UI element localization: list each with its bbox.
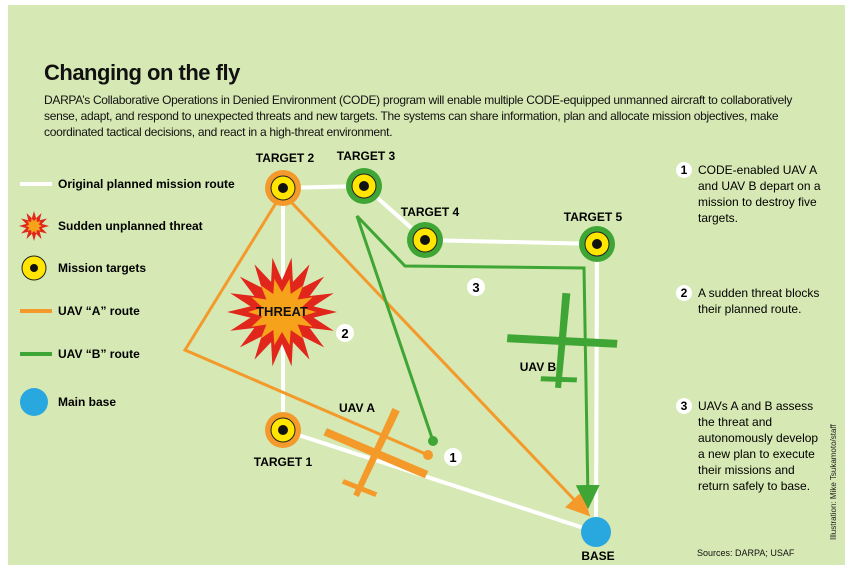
- target-dot: [278, 425, 288, 435]
- step-marker-label: 2: [341, 326, 348, 341]
- sources: Sources: DARPA; USAF: [697, 548, 794, 558]
- step-text: UAVs A and B assess the threat and auton…: [698, 398, 826, 494]
- base: [581, 517, 611, 547]
- step-number: 2: [676, 285, 692, 301]
- title: Changing on the fly: [44, 60, 240, 86]
- target-label: TARGET 4: [401, 205, 460, 219]
- step-text: CODE-enabled UAV A and UAV B depart on a…: [698, 162, 826, 226]
- legend-target-dot: [30, 264, 38, 272]
- step-number: 3: [676, 398, 692, 414]
- legend-label: UAV “B” route: [58, 347, 140, 361]
- uav-label: UAV B: [520, 360, 557, 374]
- step: 3 UAVs A and B assess the threat and auto…: [676, 398, 826, 494]
- step-number: 1: [676, 162, 692, 178]
- legend-label: UAV “A” route: [58, 304, 140, 318]
- uav-label: UAV A: [339, 401, 375, 415]
- step-marker-label: 1: [449, 450, 456, 465]
- credit: Illustration: Mike Tsukamoto/staff: [829, 423, 838, 540]
- threat-label: THREAT: [256, 304, 308, 319]
- legend-label: Main base: [58, 395, 116, 409]
- step: 1 CODE-enabled UAV A and UAV B depart on …: [676, 162, 826, 226]
- uav-a-start: [423, 450, 433, 460]
- legend-label: Original planned mission route: [58, 177, 235, 191]
- base-label: BASE: [581, 549, 614, 563]
- target-label: TARGET 3: [337, 149, 396, 163]
- target-label: TARGET 5: [564, 210, 623, 224]
- target-dot: [592, 239, 602, 249]
- step-marker-label: 3: [472, 280, 479, 295]
- legend-base: [20, 388, 48, 416]
- target-label: TARGET 1: [254, 455, 313, 469]
- target-dot: [420, 235, 430, 245]
- target-dot: [359, 181, 369, 191]
- step-text: A sudden threat blocks their planned rou…: [698, 285, 826, 317]
- uav-b-start: [428, 436, 438, 446]
- step: 2 A sudden threat blocks their planned ro…: [676, 285, 826, 317]
- legend-label: Sudden unplanned threat: [58, 219, 203, 233]
- target-dot: [278, 183, 288, 193]
- target-label: TARGET 2: [256, 151, 315, 165]
- description: DARPA’s Collaborative Operations in Deni…: [44, 92, 804, 140]
- legend-label: Mission targets: [58, 261, 146, 275]
- infographic: THREAT UAV A UAV B TARGET 1 TARGET 2 TARGET 3…: [0, 0, 851, 571]
